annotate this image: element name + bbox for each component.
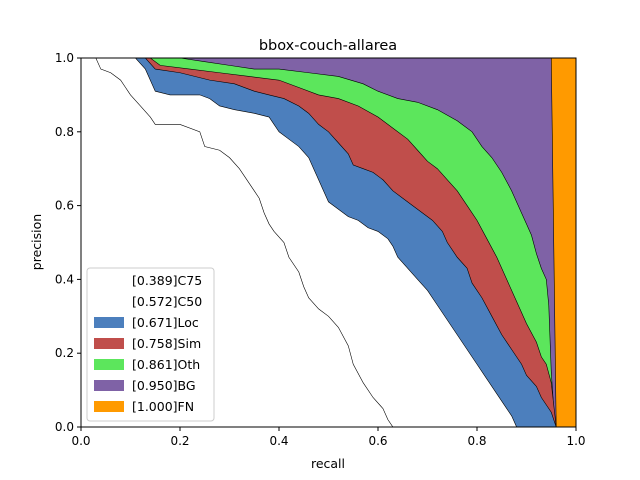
x-tick-label: 0.6	[368, 434, 387, 448]
x-axis-label: recall	[311, 456, 345, 471]
legend: [0.389]C75 [0.572]C50 [0.671]Loc [0.758]Sim…	[86, 267, 215, 422]
x-tick-label: 0.0	[71, 434, 90, 448]
legend-label: [0.950]BG	[132, 378, 196, 393]
legend-label: [1.000]FN	[132, 399, 194, 414]
legend-swatch	[94, 296, 124, 307]
legend-label: [0.758]Sim	[132, 336, 201, 351]
y-tick-label: 0.4	[55, 272, 74, 286]
legend-swatch	[94, 338, 124, 349]
y-tick-label: 0.2	[55, 346, 74, 360]
x-tick-label: 0.8	[467, 434, 486, 448]
legend-swatch	[94, 380, 124, 391]
y-axis-label: precision	[29, 214, 44, 270]
x-tick-label: 1.0	[566, 434, 585, 448]
legend-swatch	[94, 401, 124, 412]
legend-swatch	[94, 275, 124, 286]
x-axis-ticks: 0.0 0.2 0.4 0.6 0.8 1.0	[71, 427, 586, 448]
x-tick-label: 0.2	[170, 434, 189, 448]
legend-swatch	[94, 359, 124, 370]
x-tick-label: 0.4	[269, 434, 288, 448]
y-tick-label: 1.0	[55, 51, 74, 65]
y-tick-label: 0.8	[55, 125, 74, 139]
legend-label: [0.389]C75	[132, 273, 202, 288]
legend-label: [0.671]Loc	[132, 315, 199, 330]
y-axis-ticks: 0.0 0.2 0.4 0.6 0.8 1.0	[55, 51, 81, 434]
y-tick-label: 0.0	[55, 420, 74, 434]
plot-frame	[80, 57, 577, 428]
legend-label: [0.572]C50	[132, 294, 202, 309]
legend-swatch	[94, 317, 124, 328]
chart-title: bbox-couch-allarea	[259, 38, 397, 54]
y-tick-label: 0.6	[55, 199, 74, 213]
legend-label: [0.861]Oth	[132, 357, 200, 372]
